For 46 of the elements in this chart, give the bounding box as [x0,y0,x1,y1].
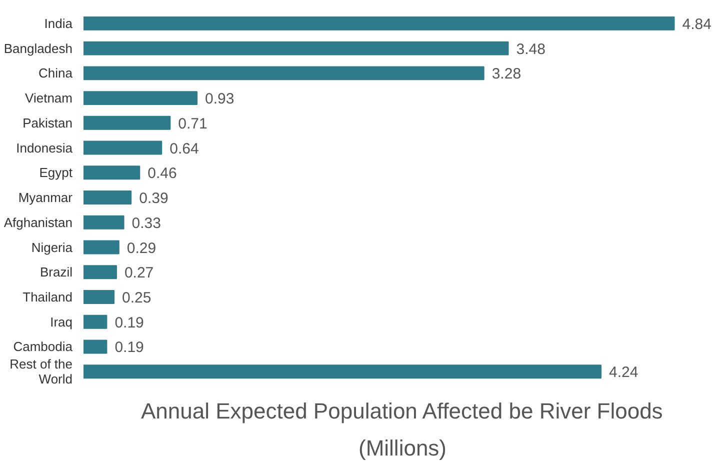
bar [84,91,198,105]
y-tick-label: Afghanistan [4,214,73,230]
data-label: 0.27 [124,264,154,282]
bar [84,116,171,130]
data-label: 0.64 [170,140,199,158]
bar [84,290,115,304]
bar [84,16,675,30]
y-tick-label: Rest of the World [10,356,73,387]
text: Annual Expected Population Affected be River Floods (Millions) [140,398,663,460]
y-tick-label: Iraq [50,314,73,330]
data-label: 3.48 [516,40,546,58]
data-label: 0.25 [122,289,152,306]
y-tick-label: Nigeria [31,240,74,255]
bar [84,314,108,329]
y-tick-label: China [38,66,74,81]
y-tick-label: India [44,16,74,31]
bar [84,240,120,254]
y-tick-label: Thailand [22,289,73,304]
bar [84,340,108,354]
y-tick-label: Indonesia [16,140,74,156]
bar [84,265,117,280]
bar [84,190,132,204]
y-tick-label: Bangladesh [4,40,73,56]
data-label: 0.39 [139,190,168,208]
y-tick-label: Myanmar [18,190,74,206]
y-tick-label: Brazil [40,264,73,280]
data-label: 0.93 [205,90,234,108]
data-label: 4.84 [682,16,712,33]
data-label: 0.19 [114,339,144,356]
y-tick-label: Cambodia [13,339,74,354]
bar [84,166,140,180]
bar [84,41,509,56]
y-tick-label: Pakistan [22,115,73,130]
data-label: 0.71 [178,115,208,132]
y-tick-label: Egypt [39,165,73,180]
data-label: 0.29 [126,240,156,257]
bar [84,364,602,379]
bar [84,140,162,155]
data-label: 0.19 [114,314,144,332]
y-tick-label: Vietnam [25,90,73,106]
data-label: 3.28 [492,66,522,83]
data-label: 0.33 [132,214,161,232]
bar [84,66,484,80]
bar [84,215,124,230]
data-label: 4.24 [609,364,638,382]
data-label: 0.46 [148,165,177,182]
